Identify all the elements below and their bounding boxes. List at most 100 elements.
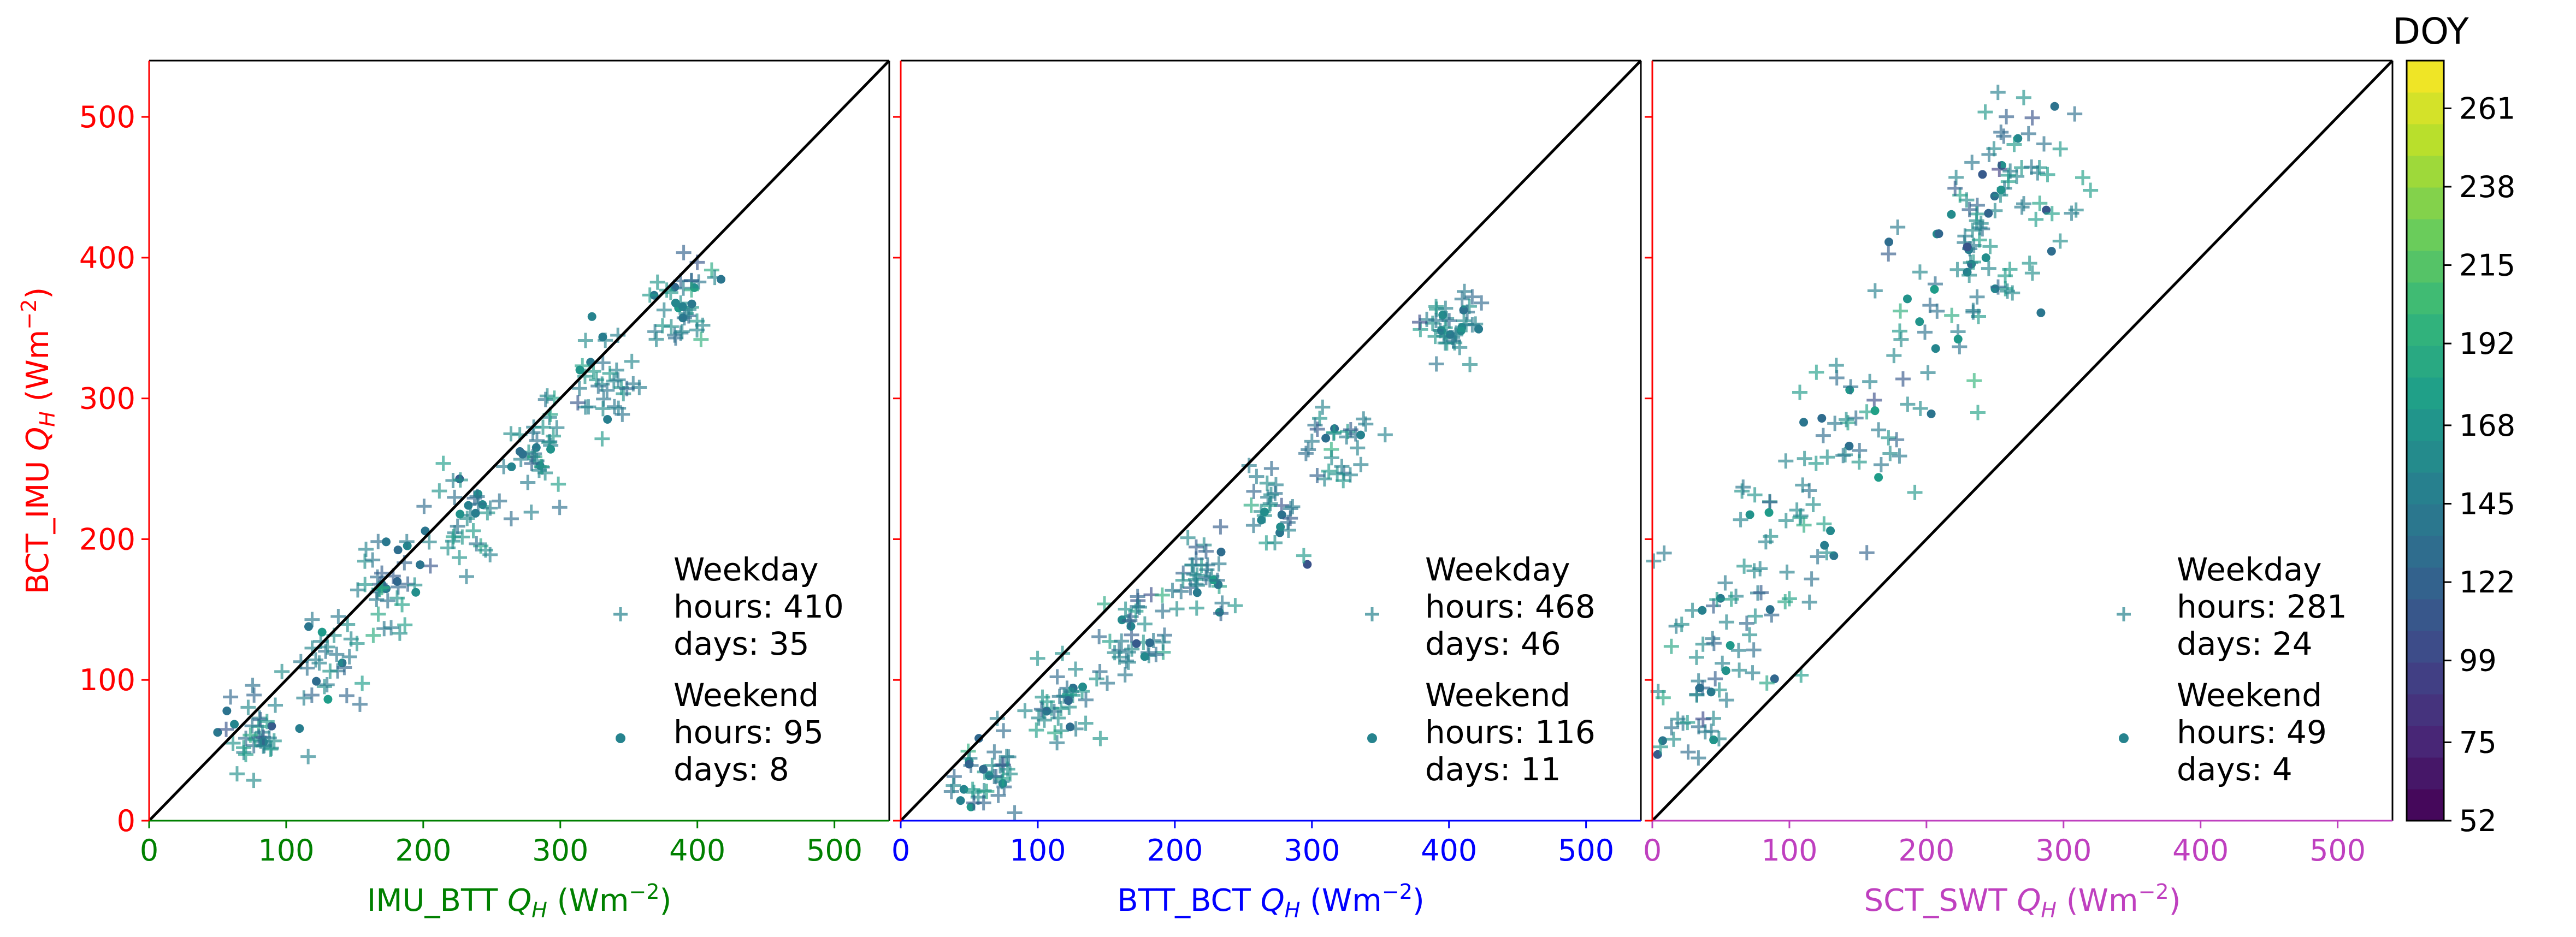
weekday-point [2075,170,2090,186]
weekday-point [330,609,346,625]
weekday-point [1665,731,1681,747]
weekday-point [1745,665,1760,681]
weekday-point [1801,594,1817,610]
y-axis-label-name: BCT_IMU [20,451,56,594]
legend-weekend-line: days: 4 [2177,751,2293,788]
weekday-point [236,740,252,756]
x-axis-label-var: Q [1261,883,1285,918]
weekend-point [2036,308,2046,317]
x-axis-label-var: Q [2017,883,2041,918]
weekend-point [1981,253,1990,263]
legend-weekday-line: Weekday [673,551,819,588]
weekend-point [1915,317,1924,327]
panel-1: 0 100 200 300 400 500 0 100 200 300 400 500 IMU_BTT … [79,60,890,922]
x-axis-label-sub: H [1285,898,1301,922]
x-axis-label: SCT_SWT QH (Wm−2) [1864,880,2181,922]
weekday-point [2052,233,2068,249]
colorbar-segment [2407,314,2444,346]
weekday-point [1049,669,1065,685]
weekday-point [1893,331,1909,347]
weekday-point [1092,731,1108,746]
weekday-point [2016,90,2031,105]
x-axis-label-var: Q [507,883,531,918]
weekend-point [717,275,726,284]
weekday-point [329,647,345,662]
weekday-point [2022,256,2037,271]
weekday-point [1711,731,1727,747]
weekday-point [1815,428,1831,443]
weekend-point [1257,515,1266,525]
weekday-point [1920,365,1936,381]
weekday-point [615,406,630,422]
weekend-point [1764,508,1774,517]
x-axis-label: IMU_BTT QH (Wm−2) [367,880,672,922]
weekday-point [1243,497,1259,513]
weekday-point [1456,283,1472,299]
weekday-point [1688,649,1704,665]
weekend-point [546,444,556,454]
x-tick-label: 100 [258,833,314,868]
weekday-point [365,627,381,643]
weekday-point [1851,454,1867,470]
weekend-point [1064,696,1073,705]
weekday-point [1736,558,1752,574]
weekday-point [1428,356,1444,372]
weekday-point [1717,575,1733,591]
weekday-point [1739,615,1754,631]
weekday-point [300,749,316,764]
weekend-point [416,560,425,570]
colorbar-title: DOY [2392,10,2469,52]
weekend-point [1934,229,1943,238]
colorbar-segment [2407,631,2444,663]
weekday-point [1947,180,1963,196]
weekday-point [1917,324,1933,340]
weekday-point [1965,222,1981,238]
weekend-point [587,312,596,321]
weekday-point [1843,379,1859,395]
weekday-point [308,652,323,668]
weekday-point [594,431,610,447]
weekday-point [365,552,381,568]
weekday-point [1227,598,1243,614]
weekday-point [2014,199,2030,215]
colorbar-tick-label: 122 [2459,565,2515,600]
weekday-point [1709,592,1725,608]
weekday-point [1245,518,1261,533]
weekday-point [1078,715,1094,731]
weekday-point [1263,487,1279,503]
weekend-point [575,365,584,375]
weekday-point [274,663,290,679]
colorbar-tick-label: 99 [2459,644,2497,678]
x-axis-label-close: ) [1413,883,1425,918]
weekday-point [531,462,547,478]
weekday-point [1046,703,1062,719]
weekday-point [2000,283,2015,299]
y-tick-label: 300 [79,382,135,416]
weekday-point [1944,307,1960,323]
weekday-point [355,675,370,691]
weekday-point [1334,459,1350,475]
weekend-point [959,785,968,794]
weekday-point [1949,262,1965,277]
weekday-point [1848,410,1864,426]
weekday-point [2064,205,2079,221]
weekend-point [1820,541,1829,550]
weekday-point [1092,663,1108,679]
weekday-point [1188,539,1204,555]
weekday-point [1213,519,1228,535]
weekday-point [374,565,390,581]
weekday-point [1964,155,1980,170]
weekday-point [1723,591,1739,607]
weekday-point [1169,601,1185,617]
weekend-point [2050,102,2059,111]
weekday-point [1735,479,1751,495]
weekday-point [1708,671,1723,687]
legend-weekend-line: hours: 116 [1425,714,1596,751]
weekend-point [1947,210,1956,219]
colorbar-segment [2407,694,2444,726]
weekday-point [477,542,493,558]
weekday-point [1779,564,1795,580]
weekday-point [1886,348,1902,364]
weekday-point [1259,475,1275,491]
weekday-point [1301,442,1316,458]
